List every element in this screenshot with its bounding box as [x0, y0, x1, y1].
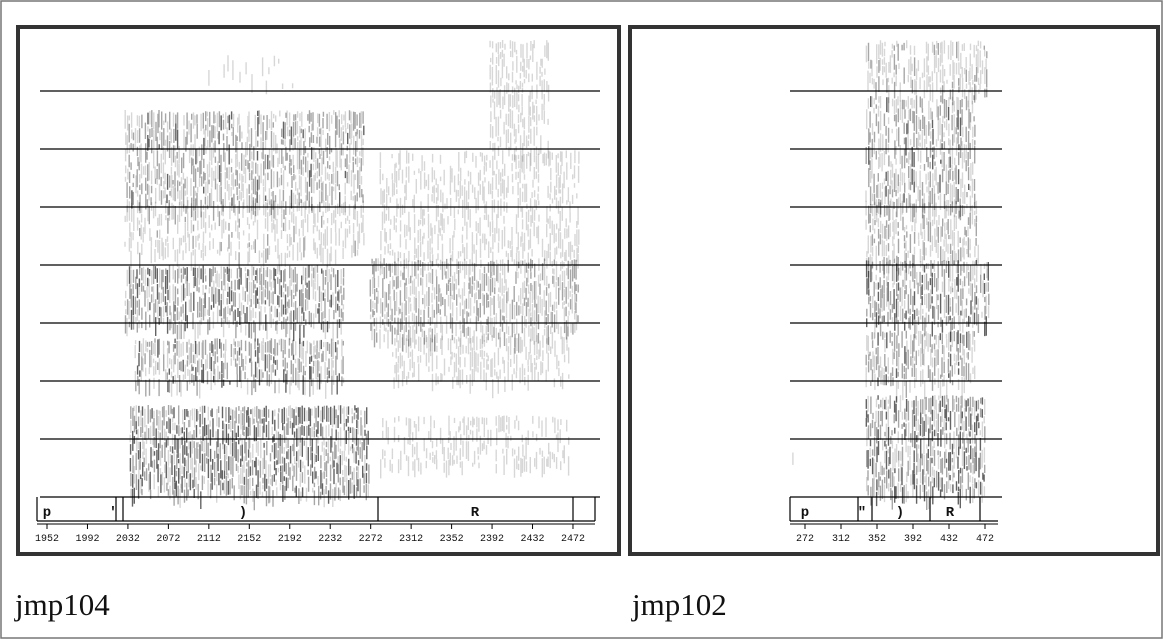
- time-tick-label: 1992: [75, 534, 99, 545]
- spectrogram-texture: [489, 40, 550, 166]
- spectrogram-texture: [208, 55, 294, 95]
- spectrogram-texture: [392, 335, 570, 399]
- spectrogram-texture: [129, 405, 369, 508]
- time-tick-label: 2152: [237, 534, 261, 545]
- caption: jmp104: [14, 587, 110, 622]
- spectrogram-texture: [867, 41, 988, 106]
- segment-label: ': [109, 505, 117, 521]
- spectrogram-texture: [369, 258, 578, 352]
- time-tick-label: 2312: [399, 534, 423, 545]
- segment-label: R: [471, 505, 480, 521]
- spectrogram-texture: [131, 110, 365, 209]
- spectrogram-texture: [134, 338, 345, 399]
- caption: jmp102: [631, 587, 727, 622]
- spectrogram-texture: [866, 395, 986, 510]
- time-tick-label: 2432: [521, 534, 545, 545]
- spectrogram-texture: [865, 95, 976, 219]
- spectrogram-texture: [865, 96, 974, 218]
- spectrogram-texture: [124, 265, 345, 343]
- spectrogram-texture: [865, 40, 987, 109]
- time-tick-label: 2272: [359, 534, 383, 545]
- spectrogram-texture: [135, 338, 344, 397]
- time-tick-label: 352: [868, 534, 886, 545]
- spectrogram-texture: [124, 110, 364, 215]
- spectrogram-texture: [380, 415, 570, 479]
- time-tick-label: 2392: [480, 534, 504, 545]
- spectrogram-texture: [128, 265, 341, 344]
- time-tick-label: 2032: [116, 534, 140, 545]
- time-tick-label: 472: [976, 534, 994, 545]
- time-tick-label: 272: [796, 534, 814, 545]
- segment-label: ): [896, 505, 904, 521]
- spectrogram-texture: [865, 200, 979, 274]
- spectrogram-texture: [866, 260, 990, 341]
- spectrogram-texture: [865, 395, 985, 509]
- time-tick-label: 2072: [156, 534, 180, 545]
- time-tick-label: 2472: [561, 534, 585, 545]
- segment-label: p: [801, 505, 809, 521]
- spectrogram-texture: [867, 201, 978, 278]
- time-tick-label: 2112: [197, 534, 221, 545]
- time-tick-label: 2352: [440, 534, 464, 545]
- panel-frame: [16, 25, 621, 556]
- spectrogram-texture: [865, 330, 975, 398]
- spectrogram-texture: [129, 405, 369, 509]
- time-tick-label: 432: [940, 534, 958, 545]
- time-tick-label: 2192: [278, 534, 302, 545]
- segment-label: ): [239, 505, 247, 521]
- segment-label: p: [43, 505, 51, 521]
- time-tick-label: 1952: [35, 534, 59, 545]
- spectrogram-texture: [130, 405, 370, 511]
- overlay: p ') R 1952 1992 2032 2072 2112 2152 2192 2232 2272…: [35, 90, 1002, 545]
- segment-label: R: [946, 505, 955, 521]
- spectrogram-texture: [124, 200, 365, 272]
- time-tick-label: 2232: [318, 534, 342, 545]
- spectrogram-texture: [865, 330, 976, 401]
- time-tick-label: 312: [832, 534, 850, 545]
- spectrogram-texture: [868, 96, 970, 203]
- time-tick-label: 392: [904, 534, 922, 545]
- spectrogram-texture: [865, 260, 989, 337]
- segment-label: ": [858, 505, 866, 521]
- spectrogram-texture: [877, 330, 968, 387]
- spectrogram-texture: [126, 110, 364, 218]
